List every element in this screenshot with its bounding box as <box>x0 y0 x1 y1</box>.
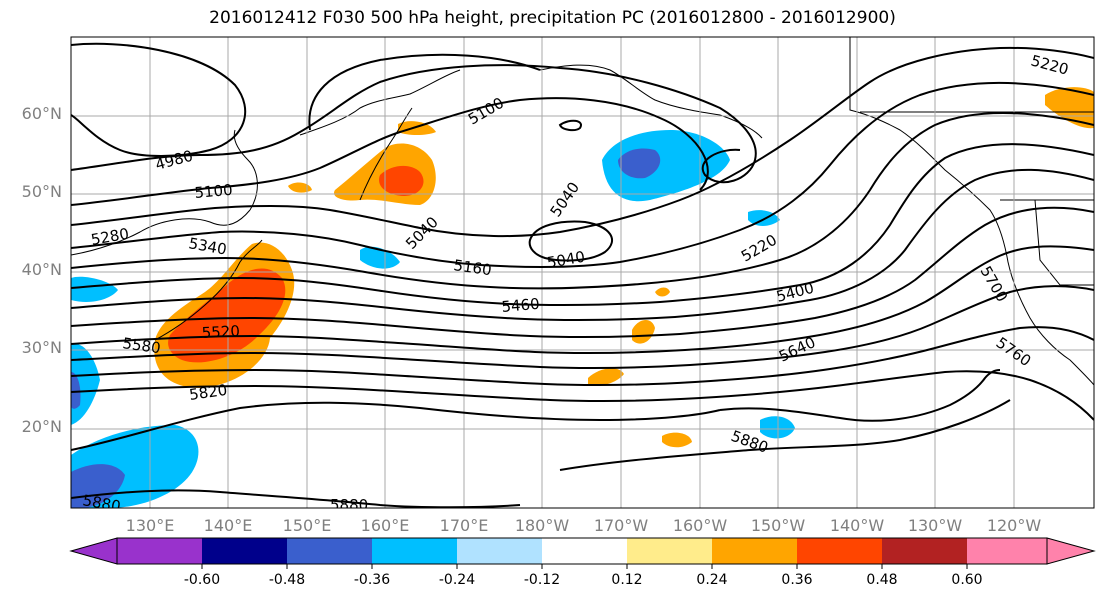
lon-label: 140°W <box>829 516 885 535</box>
colorbar-tick-label: -0.36 <box>353 572 391 588</box>
contour-label: 5880 <box>330 496 368 514</box>
colorbar-tick-label: -0.24 <box>438 572 476 588</box>
contour-label: 5160 <box>452 256 492 279</box>
map-title: 2016012412 F030 500 hPa height, precipit… <box>209 8 896 28</box>
lat-label: 20°N <box>21 417 62 436</box>
colorbar-swatch <box>712 538 797 564</box>
lat-label: 30°N <box>21 338 62 357</box>
lon-label: 150°W <box>750 516 806 535</box>
contour-label: 5100 <box>194 181 234 202</box>
colorbar-tick-label: -0.12 <box>523 572 561 588</box>
lon-label: 130°W <box>907 516 963 535</box>
height-contours <box>71 42 1094 508</box>
lat-label: 40°N <box>21 260 62 279</box>
colorbar-tick-label: 0.24 <box>696 572 728 588</box>
contour-label: 5520 <box>201 322 240 342</box>
colorbar-tick-label: 0.12 <box>611 572 643 588</box>
colorbar-tick-label: 0.48 <box>866 572 898 588</box>
colorbar-min-extend <box>69 537 118 565</box>
lon-label: 150°E <box>282 516 332 535</box>
colorbar-swatch <box>202 538 287 564</box>
colorbar-swatch <box>287 538 372 564</box>
colorbar-swatch <box>627 538 712 564</box>
lat-label: 50°N <box>21 182 62 201</box>
lon-label: 170°E <box>439 516 489 535</box>
colorbar-tick-label: -0.60 <box>183 572 221 588</box>
contour-label: 5580 <box>121 334 161 357</box>
colorbar-swatch <box>797 538 882 564</box>
colorbar-max-extend <box>1046 537 1096 565</box>
coastlines <box>71 37 1094 386</box>
colorbar-tick-label: -0.48 <box>268 572 306 588</box>
lon-label: 160°E <box>360 516 410 535</box>
contour-label: 5460 <box>501 295 541 316</box>
lon-label: 140°E <box>203 516 253 535</box>
colorbar-tick-label: 0.36 <box>781 572 813 588</box>
lon-label: 130°E <box>125 516 175 535</box>
lon-label: 160°W <box>672 516 728 535</box>
colorbar-tick-label: 0.60 <box>951 572 983 588</box>
lon-label: 180°W <box>514 516 570 535</box>
lon-label: 170°W <box>593 516 649 535</box>
colorbar-swatch <box>457 538 542 564</box>
colorbar-swatch <box>117 538 202 564</box>
lat-label: 60°N <box>21 104 62 123</box>
colorbar-outline <box>116 537 1048 565</box>
colorbar-swatch <box>967 538 1047 564</box>
lon-label: 120°W <box>986 516 1042 535</box>
contour-label: 5880 <box>81 491 122 515</box>
colorbar-swatch <box>882 538 967 564</box>
colorbar-swatch <box>542 538 627 564</box>
colorbar-swatch <box>372 538 457 564</box>
map-frame <box>70 36 1095 509</box>
contour-label: 5820 <box>188 381 228 404</box>
colorbar <box>69 537 1096 569</box>
